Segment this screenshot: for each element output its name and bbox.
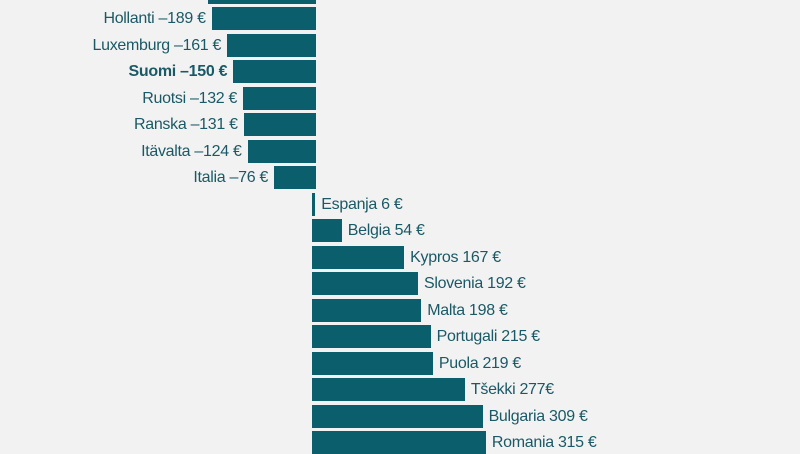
bar-label: Espanja 6 €	[321, 195, 403, 213]
bar-bulgaria	[312, 404, 483, 428]
bar-label: Malta 198 €	[427, 301, 508, 319]
bar-malta	[312, 298, 422, 322]
bar-label: Romania 315 €	[491, 434, 597, 451]
bar-label: Puola 219 €	[438, 354, 521, 372]
bar-luxemburg	[227, 33, 316, 57]
bar-label: Luxemburg –161 €	[92, 36, 222, 54]
bar-hollanti	[211, 7, 316, 30]
bar-belgia	[312, 219, 342, 242]
bar-tšekki	[312, 378, 465, 401]
bar-puola	[312, 351, 433, 375]
bar-portugali	[312, 325, 431, 348]
bar-label: Ruotsi –132 €	[142, 89, 238, 107]
bar-label: Bulgaria 309 €	[488, 407, 588, 425]
bar-kypros	[312, 245, 405, 269]
bar-label: Italia –76 €	[193, 169, 269, 186]
bar-label: Belgia 54 €	[347, 222, 425, 239]
bar-label: Slovenia 192 €	[423, 275, 526, 292]
bar-italia	[274, 166, 316, 189]
bar-label: Kypros 167 €	[410, 248, 501, 266]
bar-slovenia	[312, 272, 418, 295]
bar-ruotsi	[243, 86, 316, 110]
bar-label: Suomi –150 €	[128, 63, 228, 80]
bar-ranska	[243, 113, 316, 136]
bar-label: Tšekki 277€	[470, 381, 554, 398]
bar-itävalta	[247, 139, 316, 163]
bar-label: Itävalta –124 €	[141, 142, 242, 160]
bar-label: Hollanti –189 €	[103, 10, 206, 27]
bar-label: Ranska –131 €	[133, 116, 238, 133]
bar-label: Portugali 215 €	[436, 328, 540, 345]
bar-suomi	[233, 60, 316, 83]
bar-partial	[207, 0, 316, 4]
bar-romania	[312, 431, 486, 454]
bar-espanja	[312, 192, 316, 216]
